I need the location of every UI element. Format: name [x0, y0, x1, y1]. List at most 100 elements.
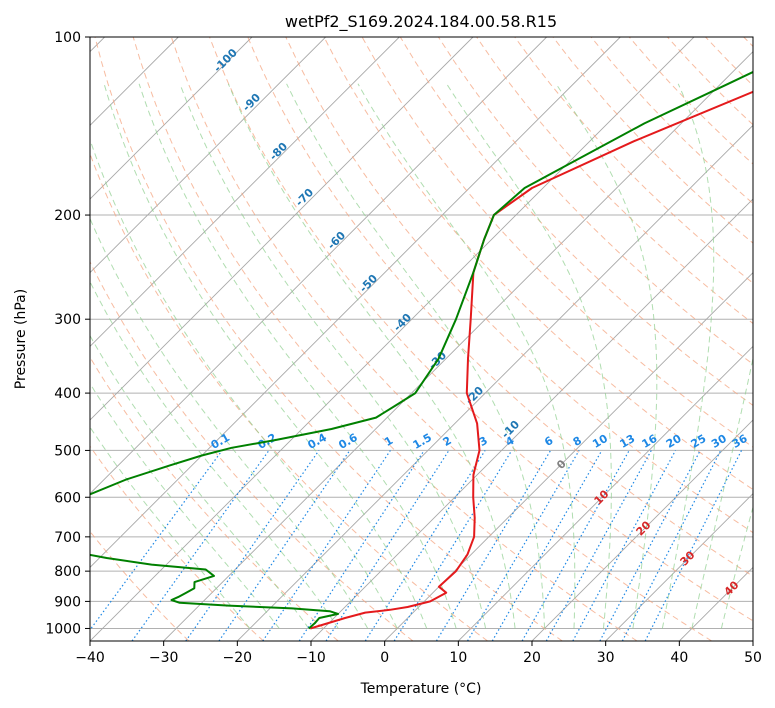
- isotherm-line: [605, 493, 753, 641]
- dry-adiabat-line: [247, 37, 753, 577]
- y-tick-label: 600: [54, 490, 81, 506]
- dry-adiabat-line: [590, 37, 753, 205]
- x-tick-label: 30: [597, 650, 615, 666]
- isotherm-line: [90, 37, 400, 347]
- y-axis-label: Pressure (hPa): [13, 289, 29, 389]
- data-lines: [90, 70, 753, 630]
- mixing-ratio-line: [644, 450, 743, 641]
- moist-adiabat-line: [357, 83, 576, 629]
- isotherm-line: [90, 37, 474, 421]
- x-axis-label: Temperature (°C): [360, 681, 482, 697]
- isotherm-line: [310, 198, 753, 641]
- dry-adiabat-line: [667, 37, 753, 126]
- mixing-ratio-label: 25: [689, 432, 709, 451]
- isotherm-line: [90, 37, 695, 641]
- x-tick-label: −20: [223, 650, 253, 666]
- moist-adiabat-line: [90, 334, 310, 629]
- temperature-line: [310, 90, 753, 630]
- y-tick-label: 800: [54, 564, 81, 580]
- chart-title: wetPf2_S169.2024.184.00.58.R15: [285, 12, 557, 32]
- dry-adiabat-line: [514, 37, 753, 284]
- mixing-ratio-label: 6: [542, 434, 555, 449]
- mixing-ratio-label: 16: [640, 432, 660, 451]
- y-tick-label: 900: [54, 594, 81, 610]
- dry-adiabat-line: [94, 37, 563, 641]
- isotherm-line: [163, 51, 753, 641]
- isotherm-line: [384, 272, 753, 641]
- dry-adiabat-line: [323, 37, 753, 491]
- mixing-ratio-line: [298, 450, 425, 641]
- dry-adiabat-line: [705, 37, 753, 87]
- isotherm-label: -70: [293, 186, 316, 209]
- moist-adiabat-line: [691, 355, 753, 629]
- mixing-ratio-label: 1.5: [411, 431, 434, 452]
- isotherm-label: -50: [357, 272, 380, 295]
- x-tick-label: −10: [296, 650, 326, 666]
- dry-adiabat-line: [90, 356, 339, 641]
- y-tick-label: 300: [54, 312, 81, 328]
- isotherm-label: -90: [240, 91, 263, 114]
- mixing-ratio-line: [491, 450, 603, 641]
- y-tick-label: 1000: [45, 621, 81, 637]
- x-axis-ticks: −40 −30 −20 −10 0 10 20 30 40 50: [75, 641, 762, 666]
- dry-adiabat-line: [476, 37, 753, 325]
- x-tick-label: 10: [449, 650, 467, 666]
- isotherm-label: -40: [391, 311, 414, 334]
- moist-adiabat-line: [227, 83, 516, 629]
- dry-adiabat-line: [285, 37, 753, 534]
- mixing-ratio-label: 13: [618, 432, 638, 451]
- mixing-ratio-label: 8: [571, 434, 584, 449]
- moist-adiabat-line: [555, 83, 658, 629]
- dry-adiabat-line: [209, 37, 753, 622]
- y-tick-label: 200: [54, 208, 81, 224]
- isotherm-label: -100: [211, 46, 240, 75]
- mixing-ratio-line: [393, 450, 513, 641]
- moist-adiabat-label: 20: [634, 518, 654, 538]
- x-tick-label: 50: [744, 650, 762, 666]
- isotherm-line: [458, 345, 753, 641]
- moist-adiabat-line: [179, 83, 487, 629]
- isotherm-line: [90, 37, 621, 568]
- mixing-ratio-line: [364, 450, 486, 641]
- mixing-ratio-line: [131, 450, 270, 641]
- x-tick-label: −40: [75, 650, 105, 666]
- isotherm-line: [531, 419, 753, 641]
- mixing-ratio-line: [435, 450, 552, 641]
- isoline-labels: 0.1 0.2 0.4 0.6 1 1.5 2 3 4 6 8 10 13 16 20 25 30 36-100-…: [209, 46, 750, 599]
- dry-adiabat-line: [90, 260, 414, 641]
- dry-adiabat-line: [90, 445, 264, 641]
- y-tick-label: 700: [54, 530, 81, 546]
- isotherm-label: -80: [267, 140, 290, 163]
- dry-adiabat-line: [437, 37, 753, 365]
- moist-adiabat-line: [661, 83, 715, 629]
- mixing-ratio-label: 10: [590, 432, 610, 451]
- moist-adiabat-line: [90, 138, 398, 629]
- x-tick-label: −30: [149, 650, 179, 666]
- dry-adiabat-line: [743, 37, 753, 48]
- isotherm-line: [90, 37, 326, 274]
- mixing-ratio-line: [599, 450, 701, 641]
- moist-adiabat-line: [90, 217, 369, 629]
- moist-adiabat-line: [286, 83, 545, 629]
- mixing-ratio-line: [325, 450, 450, 641]
- mixing-ratio-line: [90, 450, 223, 631]
- x-tick-label: 20: [523, 650, 541, 666]
- y-tick-label: 400: [54, 386, 81, 402]
- moist-adiabat-line: [90, 426, 251, 629]
- isotherm-line: [752, 640, 753, 641]
- mixing-ratio-line: [521, 450, 630, 641]
- isotherm-label: -60: [325, 229, 348, 252]
- moist-adiabat-line: [720, 505, 753, 629]
- y-axis-ticks: 100 200 300 400 500 600 700 800 900 1000: [45, 30, 90, 637]
- isotherm-line: [90, 37, 547, 495]
- mixing-ratio-line: [185, 450, 320, 641]
- isotherm-line: [679, 566, 753, 641]
- isotherm-line: [237, 124, 753, 641]
- moist-adiabat-line: [103, 83, 428, 629]
- mixing-ratio-line: [545, 450, 652, 641]
- y-tick-label: 500: [54, 443, 81, 459]
- x-tick-label: 40: [670, 650, 688, 666]
- isotherm-line: [90, 37, 253, 200]
- moist-adiabat-line: [90, 280, 339, 629]
